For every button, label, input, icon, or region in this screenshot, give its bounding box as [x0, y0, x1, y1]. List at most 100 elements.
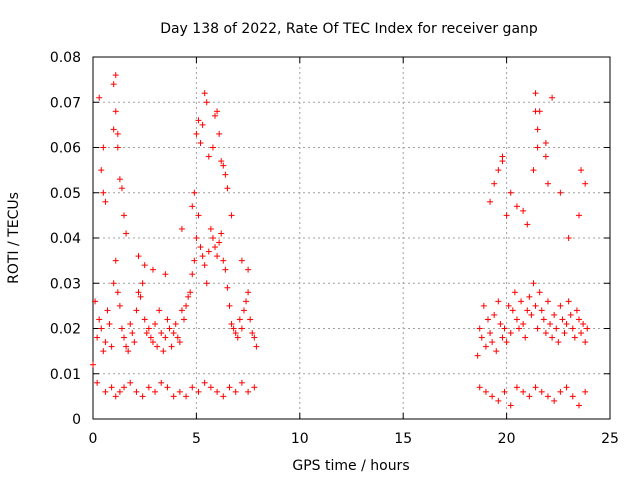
grid-lines: [93, 57, 610, 419]
data-point: [102, 339, 109, 346]
data-point: [524, 221, 531, 228]
data-point: [493, 348, 500, 355]
data-point: [139, 393, 146, 400]
data-point: [203, 280, 210, 287]
data-point: [547, 320, 554, 327]
data-point: [526, 393, 533, 400]
data-point: [474, 352, 481, 359]
plot-frame: [92, 56, 611, 420]
data-point: [522, 334, 529, 341]
data-point: [145, 384, 152, 391]
data-point: [121, 334, 128, 341]
data-point: [516, 325, 523, 332]
data-point: [487, 198, 494, 205]
data-point: [238, 379, 245, 386]
data-point: [195, 212, 202, 219]
data-point: [112, 257, 119, 264]
axis-ticks: [92, 56, 611, 420]
data-point: [495, 167, 502, 174]
data-point: [557, 302, 564, 309]
data-point: [553, 325, 560, 332]
data-point: [112, 108, 119, 115]
data-point: [133, 307, 140, 314]
data-point: [499, 158, 506, 165]
data-point: [540, 316, 547, 323]
data-point: [578, 167, 585, 174]
data-point: [520, 388, 527, 395]
data-point: [251, 384, 258, 391]
data-point: [584, 325, 591, 332]
data-point: [220, 257, 227, 264]
y-tick-label: 0.03: [50, 276, 81, 292]
data-point: [557, 388, 564, 395]
data-point: [189, 203, 196, 210]
data-point: [249, 330, 256, 337]
data-point: [203, 99, 210, 106]
data-point: [563, 320, 570, 327]
data-point: [207, 225, 214, 232]
data-point: [160, 348, 167, 355]
data-point: [526, 293, 533, 300]
data-point: [582, 388, 589, 395]
data-point: [158, 379, 165, 386]
data-point: [532, 384, 539, 391]
data-point: [476, 325, 483, 332]
data-point: [156, 307, 163, 314]
data-point: [228, 320, 235, 327]
data-point: [131, 339, 138, 346]
data-point: [108, 384, 115, 391]
data-point: [187, 289, 194, 296]
data-point: [152, 388, 159, 395]
data-point: [164, 316, 171, 323]
data-point: [116, 302, 123, 309]
data-point: [497, 320, 504, 327]
data-point: [230, 325, 237, 332]
data-point: [532, 90, 539, 97]
data-point: [489, 393, 496, 400]
data-point: [127, 320, 134, 327]
data-point: [511, 289, 518, 296]
data-point: [164, 384, 171, 391]
data-point: [100, 189, 107, 196]
data-point: [149, 339, 156, 346]
data-point: [240, 307, 247, 314]
data-point: [571, 334, 578, 341]
data-point: [226, 384, 233, 391]
data-point: [98, 325, 105, 332]
data-point: [118, 325, 125, 332]
data-point: [170, 393, 177, 400]
data-point: [121, 212, 128, 219]
data-point: [106, 320, 113, 327]
data-point: [123, 230, 130, 237]
x-tick-label: 20: [498, 431, 516, 447]
data-point: [582, 180, 589, 187]
data-point: [114, 289, 121, 296]
data-point: [503, 212, 510, 219]
data-point: [538, 307, 545, 314]
x-tick-labels: 0 5 10 15 20 25: [89, 431, 619, 447]
data-point: [220, 162, 227, 169]
data-point: [236, 316, 243, 323]
data-point: [185, 293, 192, 300]
data-point: [168, 343, 175, 350]
data-point: [90, 361, 96, 368]
x-tick-label: 0: [89, 431, 98, 447]
y-axis-label: ROTI / TECUs: [6, 192, 22, 284]
data-point: [575, 402, 582, 409]
data-point: [513, 203, 520, 210]
data-point: [578, 330, 585, 337]
data-point: [193, 235, 200, 241]
data-point: [125, 348, 132, 355]
data-point: [104, 307, 111, 314]
data-point: [234, 334, 241, 341]
data-point: [534, 144, 541, 151]
data-point: [212, 112, 219, 119]
data-point: [565, 298, 572, 305]
data-point: [513, 316, 520, 323]
data-point: [207, 384, 214, 391]
data-point: [536, 289, 543, 296]
data-point: [170, 330, 177, 337]
y-tick-label: 0.07: [50, 95, 81, 111]
data-point: [197, 139, 204, 146]
data-point: [180, 316, 187, 323]
